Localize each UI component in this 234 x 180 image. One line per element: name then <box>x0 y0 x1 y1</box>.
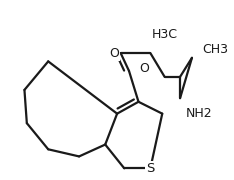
Text: S: S <box>146 162 155 175</box>
Text: NH2: NH2 <box>186 107 213 120</box>
Text: H3C: H3C <box>152 28 178 40</box>
Text: O: O <box>139 62 149 75</box>
Text: O: O <box>110 47 120 60</box>
Text: CH3: CH3 <box>203 43 229 56</box>
